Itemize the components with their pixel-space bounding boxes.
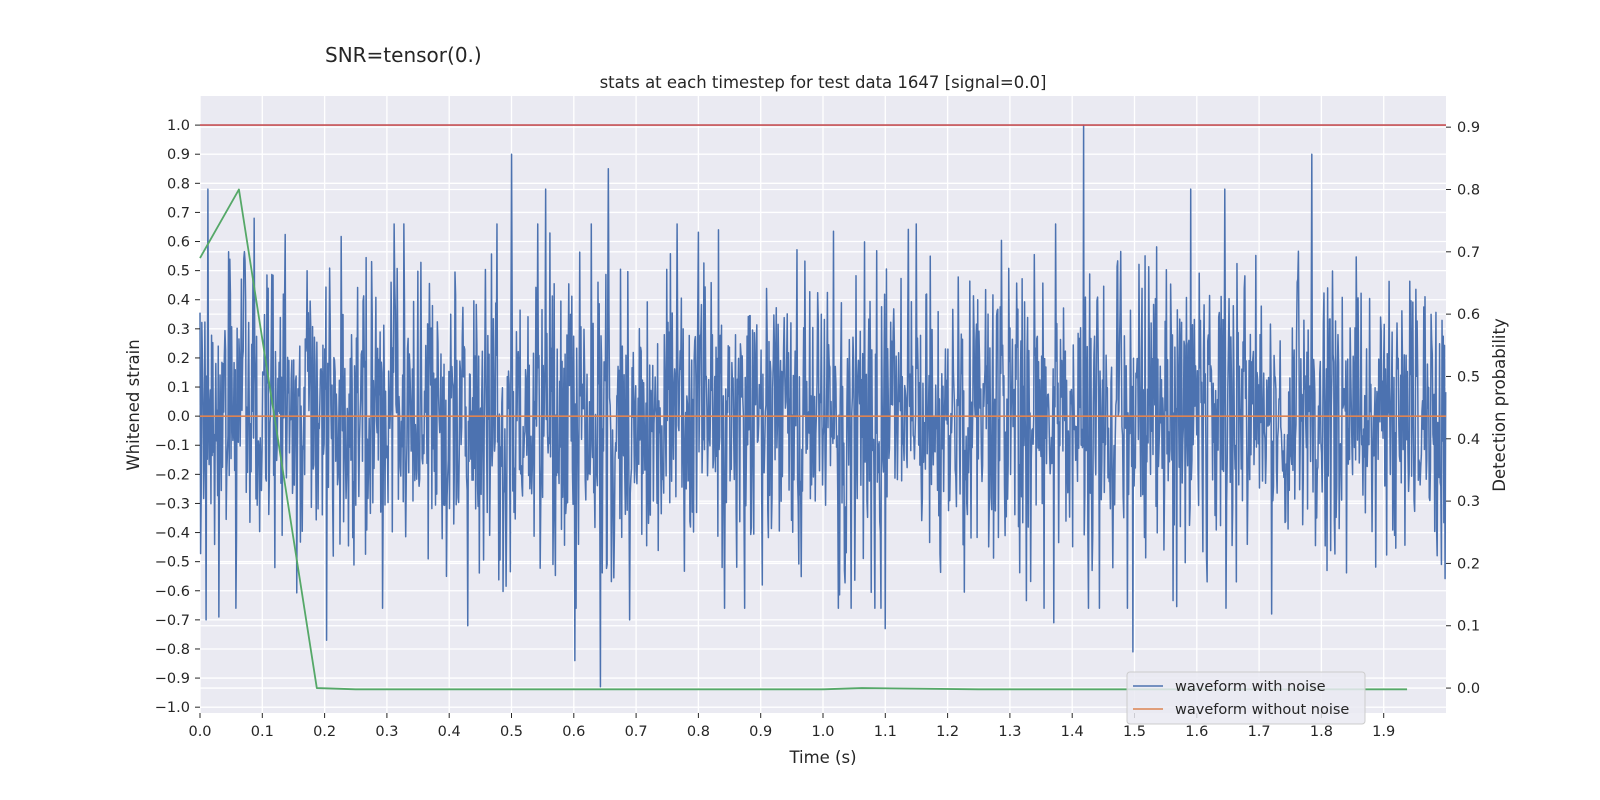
x-tick-label: 1.3 — [998, 724, 1021, 740]
series-waveform-with-noise — [199, 124, 1447, 688]
x-tick-label: 0.9 — [749, 724, 772, 740]
y-tick-label: 0.6 — [167, 235, 190, 251]
axes-ticks: 0.0 0.1 0.2 0.3 0.4 0.5 0.6 0.7 0.8 0.9 1.0 1.1 1.2 1… — [155, 118, 1480, 740]
plot-area — [199, 124, 1447, 691]
x-tick-label: 1.8 — [1310, 724, 1333, 740]
y-tick-label: −0.6 — [155, 584, 190, 600]
legend-label-waveform-with-noise: waveform with noise — [1175, 679, 1326, 695]
x-axis-label: Time (s) — [788, 748, 856, 767]
x-tick-label: 0.4 — [438, 724, 461, 740]
y-tick-label: −0.2 — [155, 467, 190, 483]
y-tick-label: 0.5 — [167, 264, 190, 280]
x-tick-label: 1.1 — [874, 724, 897, 740]
y2-tick-label: 0.5 — [1457, 369, 1480, 385]
x-tick-label: 0.0 — [188, 724, 211, 740]
x-tick-label: 1.4 — [1061, 724, 1084, 740]
y-tick-label: 0.4 — [167, 293, 190, 309]
y-tick-label: −0.8 — [155, 642, 190, 658]
y-tick-label: 1.0 — [167, 118, 190, 134]
y-tick-label: 0.1 — [167, 380, 190, 396]
y2-tick-label: 0.1 — [1457, 619, 1480, 635]
y2-tick-label: 0.7 — [1457, 245, 1480, 261]
y-tick-label: −0.5 — [155, 555, 190, 571]
y2-axis-label: Detection probability — [1490, 318, 1509, 492]
y-tick-label: −0.4 — [155, 526, 190, 542]
chart-title: stats at each timestep for test data 164… — [600, 73, 1047, 92]
y2-tick-label: 0.2 — [1457, 556, 1480, 572]
figure-suptitle: SNR=tensor(0.) — [325, 43, 482, 67]
x-tick-label: 0.5 — [500, 724, 523, 740]
legend-box — [1126, 671, 1366, 725]
y-tick-label: −1.0 — [155, 700, 190, 716]
x-tick-label: 0.3 — [375, 724, 398, 740]
x-tick-label: 1.0 — [811, 724, 834, 740]
x-tick-label: 0.2 — [313, 724, 336, 740]
x-tick-label: 1.6 — [1185, 724, 1208, 740]
y-axis-label: Whitened strain — [124, 339, 143, 470]
y-tick-label: −0.3 — [155, 496, 190, 512]
y-tick-label: 0.0 — [167, 409, 190, 425]
legend-label-waveform-without-noise: waveform without noise — [1175, 702, 1349, 718]
x-tick-label: 0.1 — [251, 724, 274, 740]
x-tick-label: 1.9 — [1372, 724, 1395, 740]
y2-tick-label: 0.3 — [1457, 494, 1480, 510]
y2-tick-label: 0.6 — [1457, 307, 1480, 323]
y2-tick-label: 0.9 — [1457, 120, 1480, 136]
y-tick-label: 0.8 — [167, 176, 190, 192]
y-tick-label: 0.7 — [167, 205, 190, 221]
y-tick-label: 0.3 — [167, 322, 190, 338]
x-tick-label: 0.7 — [625, 724, 648, 740]
y-tick-label: −0.7 — [155, 613, 190, 629]
x-tick-label: 1.5 — [1123, 724, 1146, 740]
y-tick-label: 0.9 — [167, 147, 190, 163]
x-tick-label: 1.2 — [936, 724, 959, 740]
y2-tick-label: 0.8 — [1457, 182, 1480, 198]
x-tick-label: 0.6 — [562, 724, 585, 740]
x-tick-label: 0.8 — [687, 724, 710, 740]
legend: waveform with noise waveform without noi… — [1126, 671, 1366, 725]
y2-tick-label: 0.0 — [1457, 681, 1480, 697]
y-tick-label: −0.9 — [155, 671, 190, 687]
x-tick-label: 1.7 — [1248, 724, 1271, 740]
y2-tick-label: 0.4 — [1457, 432, 1480, 448]
y-tick-label: −0.1 — [155, 438, 190, 454]
y-tick-label: 0.2 — [167, 351, 190, 367]
